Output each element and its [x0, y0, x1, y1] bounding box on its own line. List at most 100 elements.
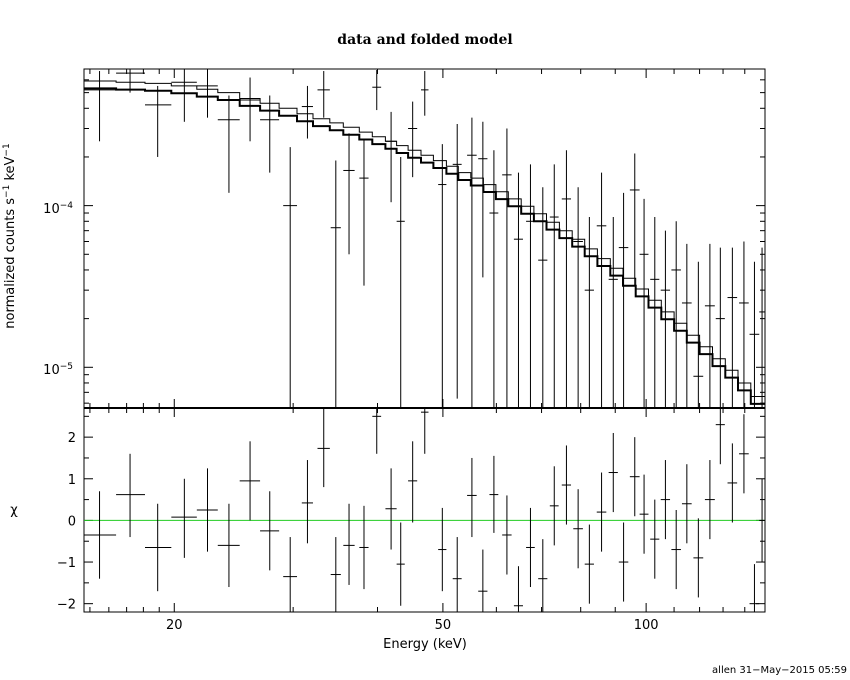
- residual-point: [145, 503, 172, 592]
- model-step-line-thick: [84, 87, 765, 405]
- data-point: [596, 172, 607, 408]
- data-point: [396, 156, 405, 408]
- data-point: [452, 123, 462, 399]
- data-point: [608, 217, 618, 408]
- data-point: [260, 95, 280, 173]
- residual-point: [526, 507, 535, 588]
- residual-panel: 20 50 100 2 1 0 −1 −2: [57, 407, 766, 633]
- data-point: [317, 71, 330, 118]
- top-panel: [83, 68, 766, 409]
- residual-point: [538, 539, 548, 612]
- data-point: [573, 187, 583, 408]
- data-point: [283, 147, 298, 408]
- data-point: [639, 198, 649, 408]
- residual-point: [489, 455, 499, 533]
- footer-stamp: allen 31−May−2015 05:59: [712, 665, 847, 676]
- residual-point: [116, 453, 146, 538]
- data-point: [727, 247, 738, 408]
- residual-point: [452, 537, 462, 612]
- top-y-tick-label-1e-5: 10−5: [43, 362, 73, 378]
- data-point: [420, 71, 429, 116]
- residual-point: [660, 460, 671, 540]
- residual-point: [727, 443, 738, 523]
- data-point: [704, 243, 715, 408]
- residual-point: [408, 441, 418, 523]
- residual-point: [749, 564, 760, 612]
- residual-point: [502, 495, 512, 575]
- residual-point: [693, 518, 704, 598]
- residual-point: [584, 524, 594, 604]
- residual-point: [681, 464, 692, 544]
- data-point: [526, 164, 535, 408]
- data-point: [217, 95, 240, 193]
- residual-point: [84, 491, 117, 579]
- residual-point: [629, 437, 640, 517]
- residual-point: [301, 460, 313, 544]
- residual-point: [467, 457, 477, 538]
- data-point: [650, 217, 660, 408]
- residual-point: [396, 522, 405, 606]
- residual-point: [671, 510, 681, 590]
- data-point: [330, 160, 341, 408]
- residual-point: [618, 522, 629, 602]
- data-point: [715, 247, 725, 408]
- x-tick-label: 50: [435, 618, 452, 633]
- data-point: [489, 150, 499, 408]
- data-point: [467, 117, 477, 408]
- residual-point: [359, 505, 369, 590]
- data-point: [343, 133, 355, 255]
- data-point: [301, 85, 313, 139]
- data-point: [549, 164, 559, 408]
- residual-point: [715, 408, 725, 465]
- residual-point: [239, 441, 261, 521]
- residual-point: [650, 499, 660, 579]
- residual-point: [549, 466, 559, 546]
- residual-y-tick-label: 1: [68, 473, 76, 488]
- x-tick-label: 20: [166, 618, 183, 633]
- data-point: [513, 172, 523, 408]
- data-point: [739, 241, 749, 408]
- data-point: [478, 121, 488, 278]
- residual-point: [217, 503, 240, 588]
- data-point: [359, 138, 369, 286]
- model-step-line: [84, 80, 765, 397]
- residual-point: [171, 478, 197, 558]
- data-point: [84, 71, 117, 142]
- top-y-tick-label-1e-4: 10−4: [43, 201, 73, 217]
- residual-point: [438, 507, 447, 592]
- data-point: [116, 69, 146, 93]
- data-point: [171, 69, 197, 122]
- data-point: [372, 70, 382, 111]
- residual-point: [385, 468, 397, 550]
- top-plot-frame: [83, 68, 766, 409]
- data-point: [660, 230, 671, 408]
- data-point: [759, 247, 765, 408]
- data-point: [538, 187, 548, 408]
- data-point: [239, 77, 261, 142]
- x-tick-label: 100: [634, 618, 659, 633]
- residual-point: [639, 474, 649, 554]
- residual-point: [196, 468, 218, 552]
- data-point: [618, 192, 629, 408]
- residual-y-tick-label: −1: [57, 556, 76, 571]
- residual-point: [608, 432, 618, 513]
- bottom-y-axis-label: χ: [10, 503, 18, 518]
- chart-title: data and folded model: [337, 32, 512, 48]
- residual-point: [420, 408, 429, 454]
- data-point: [693, 261, 704, 408]
- data-point: [145, 85, 172, 157]
- data-point: [584, 217, 594, 408]
- data-point: [749, 261, 760, 408]
- top-y-axis-label: normalized counts s−1 keV−1: [2, 143, 18, 328]
- residual-point: [343, 503, 355, 585]
- residual-point: [739, 414, 749, 494]
- residual-point: [478, 549, 488, 612]
- residual-point: [513, 566, 523, 612]
- data-point: [502, 128, 512, 408]
- data-point: [629, 153, 640, 286]
- residual-y-tick-label: −2: [57, 598, 76, 613]
- data-point: [408, 101, 418, 178]
- residual-point: [317, 408, 330, 488]
- residual-y-tick-label: 2: [68, 431, 76, 446]
